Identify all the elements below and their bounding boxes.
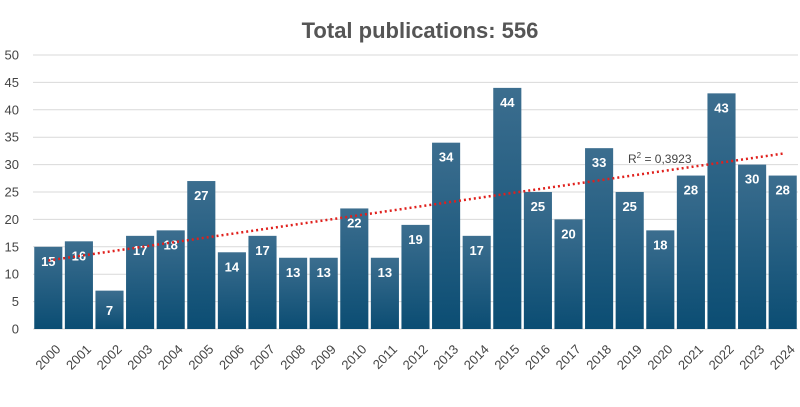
x-tick-label: 2003 [124, 342, 155, 373]
y-tick-label: 30 [5, 157, 19, 172]
bar [401, 224, 430, 329]
y-tick-label: 20 [5, 212, 19, 227]
x-tick-label: 2002 [94, 342, 125, 373]
y-tick-label: 10 [5, 267, 19, 282]
y-axis-ticks: 0 5 10 15 20 25 30 35 40 45 50 [5, 48, 19, 337]
bar [279, 257, 308, 329]
bar-value-label: 14 [225, 259, 240, 274]
bar-value-label: 13 [286, 265, 300, 280]
bar-value-label: 22 [347, 215, 361, 230]
bar [707, 93, 736, 329]
x-tick-label: 2001 [63, 342, 94, 373]
bar [493, 87, 522, 329]
bar-value-label: 43 [714, 100, 728, 115]
bar-value-label: 28 [684, 183, 698, 198]
trendline [48, 152, 783, 262]
x-tick-label: 2004 [155, 342, 186, 373]
x-tick-label: 2017 [553, 342, 584, 373]
bar-value-label: 25 [622, 199, 636, 214]
x-tick-label: 2016 [522, 342, 553, 373]
bar-value-label: 13 [378, 265, 392, 280]
bar-value-label: 25 [531, 199, 545, 214]
bar-value-label: 27 [194, 188, 208, 203]
x-tick-label: 2015 [491, 342, 522, 373]
y-tick-label: 40 [5, 102, 19, 117]
bar-value-label: 19 [408, 232, 422, 247]
y-tick-label: 35 [5, 130, 19, 145]
y-tick-label: 50 [5, 48, 19, 63]
bar [340, 208, 369, 329]
bar [585, 148, 614, 329]
bar-value-label: 15 [41, 254, 55, 269]
y-tick-label: 25 [5, 185, 19, 200]
chart-title: Total publications: 556 [302, 18, 539, 43]
bar [615, 192, 644, 329]
x-tick-label: 2023 [736, 342, 767, 373]
x-tick-label: 2011 [370, 342, 400, 372]
bar-value-label: 17 [133, 243, 147, 258]
y-tick-label: 45 [5, 75, 19, 90]
bar [95, 290, 124, 329]
bar [646, 230, 675, 329]
bars: 1516717182714171313221319341744252033251… [34, 87, 797, 329]
bar-value-label: 28 [775, 183, 789, 198]
x-tick-label: 2020 [644, 342, 675, 373]
x-tick-label: 2014 [461, 342, 492, 373]
x-tick-label: 2008 [277, 342, 308, 373]
x-tick-label: 2021 [675, 342, 706, 373]
x-tick-label: 2006 [216, 342, 247, 373]
bar [309, 257, 338, 329]
x-tick-label: 2018 [583, 342, 614, 373]
x-tick-label: 2000 [32, 342, 63, 373]
bar-value-label: 18 [653, 237, 667, 252]
x-tick-label: 2022 [706, 342, 737, 373]
bar-value-label: 20 [561, 226, 575, 241]
r-squared-label: R2 = 0,3923 [628, 151, 692, 166]
bar [432, 142, 461, 329]
bar [126, 235, 155, 329]
x-tick-label: 2009 [308, 342, 339, 373]
y-tick-label: 15 [5, 239, 19, 254]
x-tick-label: 2019 [614, 342, 645, 373]
bar [462, 235, 491, 329]
x-tick-label: 2007 [247, 342, 278, 373]
bar-value-label: 44 [500, 95, 515, 110]
bar-value-label: 17 [469, 243, 483, 258]
bar-value-label: 34 [439, 150, 454, 165]
y-tick-label: 0 [12, 322, 19, 337]
bar [187, 181, 216, 329]
bar [676, 175, 705, 329]
bar [768, 175, 797, 329]
x-tick-label: 2012 [400, 342, 431, 373]
bar [523, 192, 552, 329]
x-tick-label: 2005 [185, 342, 216, 373]
bar [738, 164, 767, 329]
bar [156, 230, 185, 329]
bar [554, 219, 583, 329]
bar-value-label: 17 [255, 243, 269, 258]
bar [248, 235, 277, 329]
bar-value-label: 33 [592, 155, 606, 170]
bar-value-label: 18 [163, 237, 177, 252]
bar-value-label: 13 [316, 265, 330, 280]
x-axis-ticks: 2000 2001 2002 2003 2004 2005 2006 2007 2008 2009… [32, 342, 797, 373]
bar [370, 257, 399, 329]
bar-value-label: 30 [745, 172, 759, 187]
bar [217, 252, 246, 329]
x-tick-label: 2024 [767, 342, 798, 373]
bar-value-label: 7 [106, 303, 113, 318]
x-tick-label: 2013 [430, 342, 461, 373]
x-tick-label: 2010 [338, 342, 369, 373]
y-tick-label: 5 [12, 294, 19, 309]
